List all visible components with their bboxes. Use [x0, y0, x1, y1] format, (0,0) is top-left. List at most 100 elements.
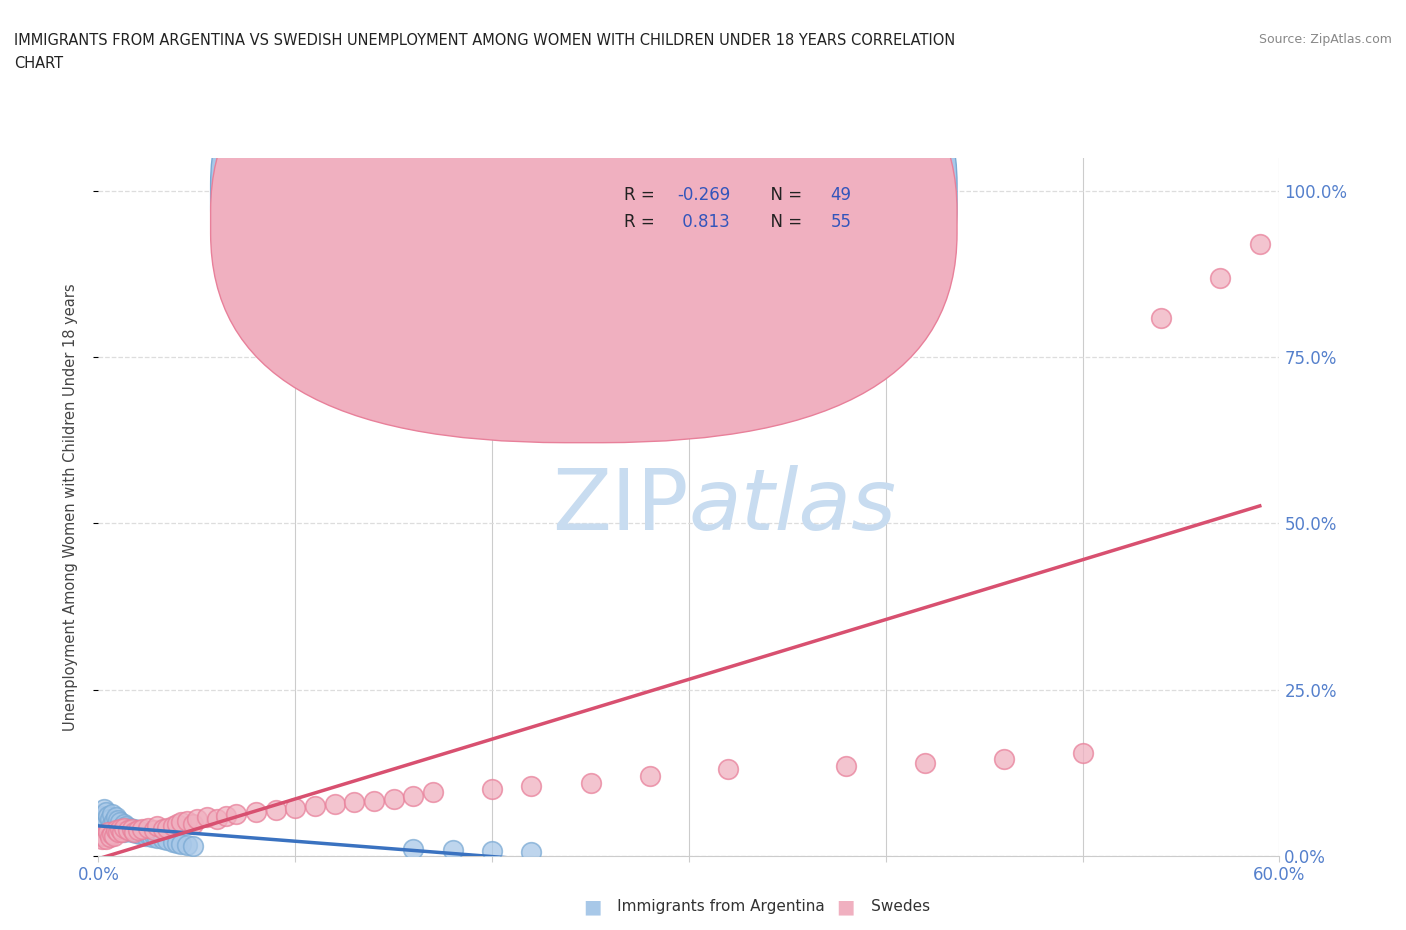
- Point: [121, 821, 143, 836]
- Text: 49: 49: [831, 186, 852, 205]
- Text: atlas: atlas: [689, 465, 897, 549]
- Point: [89, 815, 111, 830]
- Point: [176, 838, 198, 853]
- Point: [1071, 745, 1094, 760]
- Point: [107, 825, 129, 840]
- Point: [156, 833, 179, 848]
- Text: R =: R =: [624, 186, 659, 205]
- Point: [98, 820, 121, 835]
- Point: [162, 834, 184, 849]
- Point: [131, 824, 153, 839]
- Point: [146, 830, 169, 845]
- Point: [170, 836, 193, 851]
- Point: [481, 782, 503, 797]
- Point: [93, 802, 115, 817]
- Point: [205, 812, 228, 827]
- Point: [91, 808, 114, 823]
- Point: [441, 843, 464, 857]
- Point: [101, 817, 124, 831]
- Text: R =: R =: [624, 213, 659, 231]
- Point: [402, 789, 425, 804]
- Point: [97, 808, 120, 823]
- Point: [245, 805, 267, 820]
- Point: [402, 842, 425, 857]
- Point: [284, 801, 307, 816]
- Point: [343, 795, 366, 810]
- Text: Source: ZipAtlas.com: Source: ZipAtlas.com: [1258, 33, 1392, 46]
- Point: [101, 827, 124, 842]
- Point: [579, 775, 602, 790]
- Point: [131, 821, 153, 836]
- Point: [363, 793, 385, 808]
- Point: [166, 835, 188, 850]
- Point: [382, 791, 405, 806]
- Point: [146, 818, 169, 833]
- Point: [91, 821, 114, 836]
- Text: ■: ■: [837, 897, 855, 916]
- Text: N =: N =: [759, 213, 807, 231]
- Text: IMMIGRANTS FROM ARGENTINA VS SWEDISH UNEMPLOYMENT AMONG WOMEN WITH CHILDREN UNDE: IMMIGRANTS FROM ARGENTINA VS SWEDISH UNE…: [14, 33, 955, 47]
- Point: [93, 829, 115, 844]
- Text: ZIP: ZIP: [553, 465, 689, 549]
- Point: [225, 807, 247, 822]
- Point: [993, 751, 1015, 766]
- Point: [142, 828, 165, 843]
- Text: Immigrants from Argentina: Immigrants from Argentina: [583, 899, 825, 914]
- Point: [96, 812, 118, 827]
- Point: [105, 810, 128, 825]
- FancyBboxPatch shape: [211, 1, 957, 443]
- Point: [93, 818, 115, 833]
- Point: [108, 823, 131, 838]
- Text: -0.269: -0.269: [678, 186, 730, 205]
- Point: [107, 813, 129, 828]
- Point: [122, 821, 145, 836]
- Point: [127, 823, 149, 838]
- Point: [98, 830, 121, 844]
- Point: [108, 815, 131, 830]
- Point: [152, 821, 174, 836]
- Text: 55: 55: [831, 213, 852, 231]
- Point: [135, 829, 157, 844]
- Point: [89, 829, 111, 844]
- Point: [112, 820, 135, 835]
- Point: [162, 818, 184, 833]
- Point: [103, 814, 125, 829]
- Point: [112, 817, 135, 831]
- Point: [117, 823, 139, 838]
- FancyBboxPatch shape: [536, 172, 890, 249]
- Point: [176, 814, 198, 829]
- Point: [156, 820, 179, 835]
- Point: [304, 798, 326, 813]
- Point: [103, 823, 125, 838]
- Text: 0.813: 0.813: [678, 213, 730, 231]
- Point: [91, 831, 114, 846]
- Point: [638, 768, 661, 783]
- FancyBboxPatch shape: [211, 0, 957, 416]
- Point: [136, 820, 159, 835]
- Point: [117, 823, 139, 838]
- Point: [141, 830, 163, 844]
- Text: Swedes: Swedes: [837, 899, 929, 914]
- Point: [1249, 237, 1271, 252]
- Point: [127, 823, 149, 838]
- Point: [122, 824, 145, 839]
- Point: [835, 759, 858, 774]
- Point: [112, 825, 135, 840]
- Point: [128, 826, 150, 841]
- Point: [108, 821, 131, 836]
- Y-axis label: Unemployment Among Women with Children Under 18 years: Unemployment Among Women with Children U…: [63, 283, 77, 731]
- Point: [111, 825, 134, 840]
- Text: N =: N =: [759, 186, 807, 205]
- Point: [914, 755, 936, 770]
- Point: [121, 824, 143, 839]
- Point: [115, 818, 138, 833]
- Point: [118, 820, 141, 835]
- Point: [125, 826, 148, 841]
- Point: [264, 803, 287, 817]
- Point: [481, 844, 503, 858]
- Point: [97, 825, 120, 840]
- Point: [520, 844, 543, 859]
- Point: [195, 810, 218, 825]
- Point: [166, 817, 188, 831]
- Point: [96, 831, 118, 846]
